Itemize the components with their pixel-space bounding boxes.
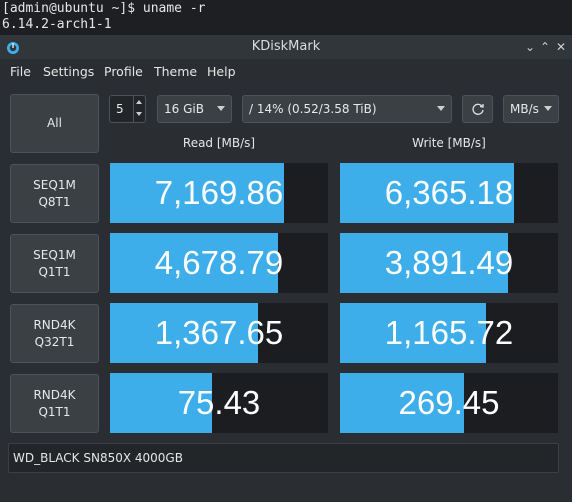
- test-label: RND4K: [33, 388, 76, 402]
- read-progress-bar: [110, 373, 213, 433]
- target-select[interactable]: / 14% (0.52/3.58 TiB): [242, 95, 452, 123]
- runs-stepper[interactable]: [133, 96, 145, 122]
- read-value: 75.43: [177, 384, 261, 421]
- test-label: Q32T1: [34, 335, 75, 349]
- test-button[interactable]: SEQ1M Q8T1: [10, 164, 99, 223]
- read-header: Read [MB/s]: [182, 136, 256, 150]
- write-result-cell: 3,891.49: [340, 233, 558, 293]
- test-label: Q1T1: [38, 265, 71, 279]
- menu-profile[interactable]: Profile: [104, 64, 143, 79]
- minimize-button[interactable]: ⌄: [524, 40, 536, 54]
- run-all-label: All: [47, 116, 62, 130]
- write-result-cell: 1,165.72: [340, 303, 558, 363]
- read-result-cell: 4,678.79: [110, 233, 328, 293]
- test-label: Q1T1: [38, 405, 71, 419]
- terminal-output: 6.14.2-arch1-1: [2, 17, 112, 32]
- size-select[interactable]: 16 GiB: [157, 95, 232, 123]
- menu-file[interactable]: File: [10, 64, 31, 79]
- unit-select[interactable]: MB/s: [503, 95, 559, 123]
- test-label: SEQ1M: [33, 248, 76, 262]
- title-bar[interactable]: KDiskMark ⌄ ⌃ ✕: [0, 35, 572, 59]
- write-progress-bar: [340, 303, 487, 363]
- read-value: 7,169.86: [154, 174, 284, 211]
- write-value: 269.45: [398, 384, 500, 421]
- read-progress-bar: [110, 163, 285, 223]
- read-value: 1,367.65: [154, 314, 284, 351]
- maximize-button[interactable]: ⌃: [539, 40, 551, 54]
- write-value: 3,891.49: [384, 244, 514, 281]
- refresh-icon: [472, 103, 484, 115]
- menu-theme[interactable]: Theme: [154, 64, 198, 79]
- read-result-cell: 75.43: [110, 373, 328, 433]
- kdiskmark-window: KDiskMark ⌄ ⌃ ✕ File Settings Profile Th…: [0, 35, 572, 502]
- write-header: Write [MB/s]: [412, 136, 486, 150]
- write-result-cell: 269.45: [340, 373, 558, 433]
- read-result-cell: 1,367.65: [110, 303, 328, 363]
- test-button[interactable]: RND4K Q1T1: [10, 374, 99, 433]
- write-progress-bar: [340, 163, 515, 223]
- close-button[interactable]: ✕: [555, 40, 567, 54]
- test-label: SEQ1M: [33, 178, 76, 192]
- read-value: 4,678.79: [154, 244, 284, 281]
- test-button[interactable]: RND4K Q32T1: [10, 304, 99, 363]
- terminal: [admin@ubuntu ~]$ uname -r 6.14.2-arch1-1: [0, 0, 572, 34]
- refresh-button[interactable]: [462, 95, 493, 123]
- runs-value: 5: [116, 102, 124, 116]
- menu-help[interactable]: Help: [207, 64, 236, 79]
- window-title: KDiskMark: [251, 39, 321, 54]
- test-label: Q8T1: [38, 195, 71, 209]
- runs-spinbox[interactable]: 5: [109, 95, 146, 123]
- run-all-button[interactable]: All: [10, 94, 99, 153]
- size-value: 16 GiB: [164, 102, 204, 116]
- chevron-down-icon: [544, 106, 552, 111]
- menu-settings[interactable]: Settings: [43, 64, 95, 79]
- write-progress-bar: [340, 233, 508, 293]
- device-info: WD_BLACK SN850X 4000GB: [8, 443, 559, 473]
- read-result-cell: 7,169.86: [110, 163, 328, 223]
- chevron-down-icon: [437, 106, 445, 111]
- write-value: 6,365.18: [384, 174, 514, 211]
- test-label: RND4K: [33, 318, 76, 332]
- menu-bar: File Settings Profile Theme Help: [0, 59, 572, 83]
- unit-value: MB/s: [510, 102, 539, 116]
- terminal-prompt: [admin@ubuntu ~]$ uname -r: [2, 1, 206, 16]
- target-value: / 14% (0.52/3.58 TiB): [249, 102, 377, 116]
- write-value: 1,165.72: [384, 314, 514, 351]
- chevron-down-icon: [217, 106, 225, 111]
- test-button[interactable]: SEQ1M Q1T1: [10, 234, 99, 293]
- write-result-cell: 6,365.18: [340, 163, 558, 223]
- chevron-up-icon[interactable]: [136, 100, 142, 104]
- chevron-down-icon[interactable]: [136, 112, 142, 116]
- read-progress-bar: [110, 233, 278, 293]
- read-progress-bar: [110, 303, 259, 363]
- write-progress-bar: [340, 373, 465, 433]
- kdiskmark-app-icon: [7, 42, 19, 54]
